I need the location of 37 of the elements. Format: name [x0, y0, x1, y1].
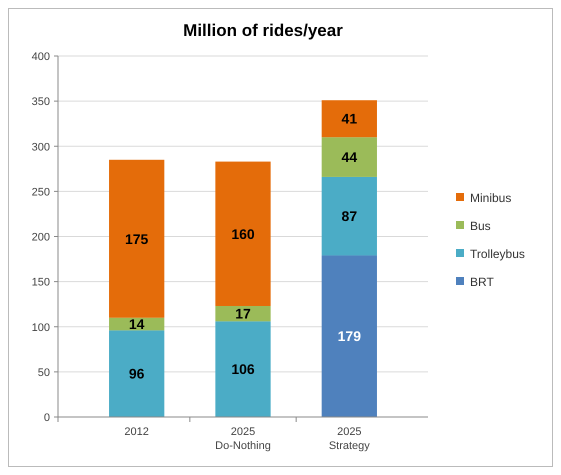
data-label: 96: [128, 366, 145, 382]
y-tick-label: 350: [32, 96, 50, 108]
data-label: 17: [235, 306, 251, 322]
legend-label: Bus: [470, 219, 491, 233]
legend-label: Minibus: [470, 191, 512, 205]
bar: [109, 330, 164, 417]
data-label: 87: [342, 208, 358, 224]
y-tick-label: 0: [44, 412, 50, 424]
legend-label: Trolleybus: [470, 247, 525, 261]
bar: [322, 176, 377, 256]
bar: [109, 160, 164, 318]
y-tick-label: 200: [32, 232, 50, 244]
x-tick-label: 2025 Strategy: [328, 426, 370, 452]
data-label: 14: [128, 316, 145, 332]
bar: [215, 321, 271, 417]
data-label: 44: [342, 149, 358, 166]
data-label: 160: [231, 226, 255, 242]
chart-title: Million of rides/year: [183, 21, 344, 40]
bar: [322, 255, 377, 417]
y-tick-label: 100: [32, 322, 50, 334]
y-tick-label: 50: [38, 366, 50, 379]
data-label: 106: [231, 361, 255, 378]
data-label: 41: [342, 110, 358, 127]
bar: [215, 306, 271, 322]
data-label: 175: [125, 230, 149, 247]
bar: [322, 137, 377, 177]
y-tick-label: 400: [32, 51, 50, 63]
bar: [215, 162, 271, 306]
x-tick-label: 2012: [124, 426, 149, 438]
bar: [322, 100, 377, 138]
bar: [109, 318, 164, 330]
y-tick-label: 300: [32, 141, 50, 154]
x-tick-label: 2025 Do-Nothing: [215, 426, 271, 452]
y-tick-label: 250: [32, 186, 50, 198]
data-label: 179: [338, 328, 362, 344]
legend-label: BRT: [470, 275, 494, 289]
y-tick-label: 150: [32, 276, 50, 289]
